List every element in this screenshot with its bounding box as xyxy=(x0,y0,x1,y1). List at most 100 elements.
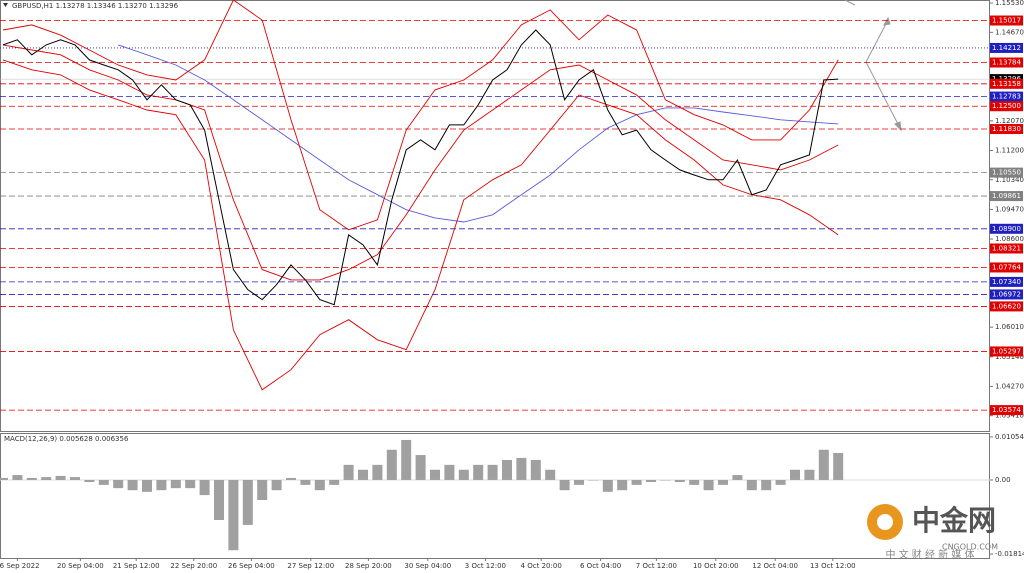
series-line xyxy=(2,59,839,391)
macd-bar xyxy=(199,479,210,496)
level-tag xyxy=(990,124,1023,135)
macd-bar xyxy=(214,479,224,521)
y-tick-label: 1.08600 xyxy=(995,235,1024,243)
macd-bar xyxy=(588,479,599,481)
macd-bar xyxy=(790,469,800,480)
level-label: 1.11830 xyxy=(992,125,1021,133)
macd-panel xyxy=(0,433,990,559)
level-label: 1.07340 xyxy=(992,278,1021,286)
level-label: 1.14212 xyxy=(992,44,1021,52)
y-tick-label: 1.10340 xyxy=(995,176,1024,184)
macd-bar xyxy=(444,464,455,480)
series-line xyxy=(118,44,839,223)
y-tick-label: -0.018145 xyxy=(995,550,1024,558)
tagline: 中 文 财 经 新 媒 体 xyxy=(885,548,974,561)
macd-bar xyxy=(689,479,700,485)
macd-bar xyxy=(271,479,282,491)
y-tick-label: 1.14670 xyxy=(995,28,1024,36)
macd-bar xyxy=(775,479,786,485)
macd-bar xyxy=(746,479,757,491)
macd-bar xyxy=(818,449,829,480)
level-tag xyxy=(990,262,1023,273)
macd-bar xyxy=(732,475,743,480)
macd-bar xyxy=(0,477,8,480)
level-label: 1.13784 xyxy=(992,59,1021,67)
level-tag xyxy=(990,167,1023,178)
x-tick-label: 6 Oct 04:00 xyxy=(580,562,621,570)
x-tick-label: 27 Sep 12:00 xyxy=(287,562,334,570)
macd-bar xyxy=(113,479,124,489)
y-tick-label: 0.00 xyxy=(995,476,1011,484)
series-line xyxy=(2,29,839,306)
site-text: CNGOLD.COM xyxy=(942,543,998,552)
x-tick-label: 16 Sep 2022 xyxy=(0,562,40,570)
level-tag xyxy=(990,42,1023,53)
level-tag xyxy=(990,223,1023,234)
level-tag xyxy=(990,301,1023,312)
title-marker xyxy=(3,3,8,7)
level-tag xyxy=(990,289,1023,300)
logo-text: 中金网 xyxy=(912,504,996,537)
macd-bar xyxy=(242,479,253,525)
x-tick-label: 12 Oct 04:00 xyxy=(752,562,798,570)
macd-bar xyxy=(804,469,815,480)
macd-bar xyxy=(84,479,95,483)
macd-bar xyxy=(358,469,368,480)
macd-bar xyxy=(300,479,311,485)
macd-bar xyxy=(487,464,498,480)
level-label: 1.08321 xyxy=(992,245,1021,253)
macd-bar xyxy=(401,439,412,480)
level-tag xyxy=(990,78,1023,89)
macd-bar xyxy=(833,453,844,480)
level-tag xyxy=(990,191,1023,202)
macd-bar xyxy=(718,479,728,485)
macd-bar xyxy=(329,479,340,485)
x-tick-label: 21 Sep 12:00 xyxy=(113,562,160,570)
level-tag xyxy=(990,15,1023,26)
level-tag xyxy=(990,243,1023,254)
macd-bar xyxy=(70,477,80,480)
macd-bar xyxy=(473,464,484,480)
x-tick-label: 3 Oct 12:00 xyxy=(465,562,506,570)
level-tag xyxy=(990,101,1023,112)
macd-bar xyxy=(631,479,642,485)
projection-arrows xyxy=(844,0,902,132)
level-label: 1.09861 xyxy=(992,192,1021,200)
macd-bar xyxy=(545,469,556,480)
macd-bar xyxy=(602,479,613,492)
level-label: 1.12500 xyxy=(992,102,1021,110)
level-label: 1.15017 xyxy=(992,17,1021,25)
macd-bar xyxy=(286,477,296,480)
logo-inner xyxy=(877,514,893,530)
x-tick-label: 28 Sep 20:00 xyxy=(345,562,392,570)
level-tag xyxy=(990,405,1023,416)
macd-bar xyxy=(430,469,440,480)
macd-bar xyxy=(516,457,527,480)
level-label: 1.13158 xyxy=(992,80,1021,88)
y-tick-label: 1.03410 xyxy=(995,412,1024,420)
x-tick-label: 13 Oct 12:00 xyxy=(810,562,856,570)
macd-bar xyxy=(41,477,52,480)
y-tick-label: 1.15530 xyxy=(995,0,1024,7)
macd-bar xyxy=(185,479,196,489)
macd-bar xyxy=(26,477,37,480)
x-tick-label: 7 Oct 12:00 xyxy=(636,562,677,570)
main-panel xyxy=(0,0,990,432)
macd-bar xyxy=(55,475,66,480)
macd-bar xyxy=(559,479,570,491)
macd-bar xyxy=(386,449,397,480)
level-tag xyxy=(990,57,1023,68)
x-tick-label: 20 Sep 04:00 xyxy=(57,562,104,570)
y-tick-label: 1.05140 xyxy=(995,353,1024,361)
macd-bar xyxy=(142,479,152,492)
macd-bar xyxy=(574,479,584,485)
x-tick-label: 26 Sep 04:00 xyxy=(228,562,275,570)
level-tag xyxy=(990,276,1023,287)
macd-bar xyxy=(617,479,628,491)
macd-bar xyxy=(257,479,268,500)
macd-bar xyxy=(415,455,426,480)
level-label: 1.10550 xyxy=(992,169,1021,177)
level-label: 1.05297 xyxy=(992,347,1021,355)
